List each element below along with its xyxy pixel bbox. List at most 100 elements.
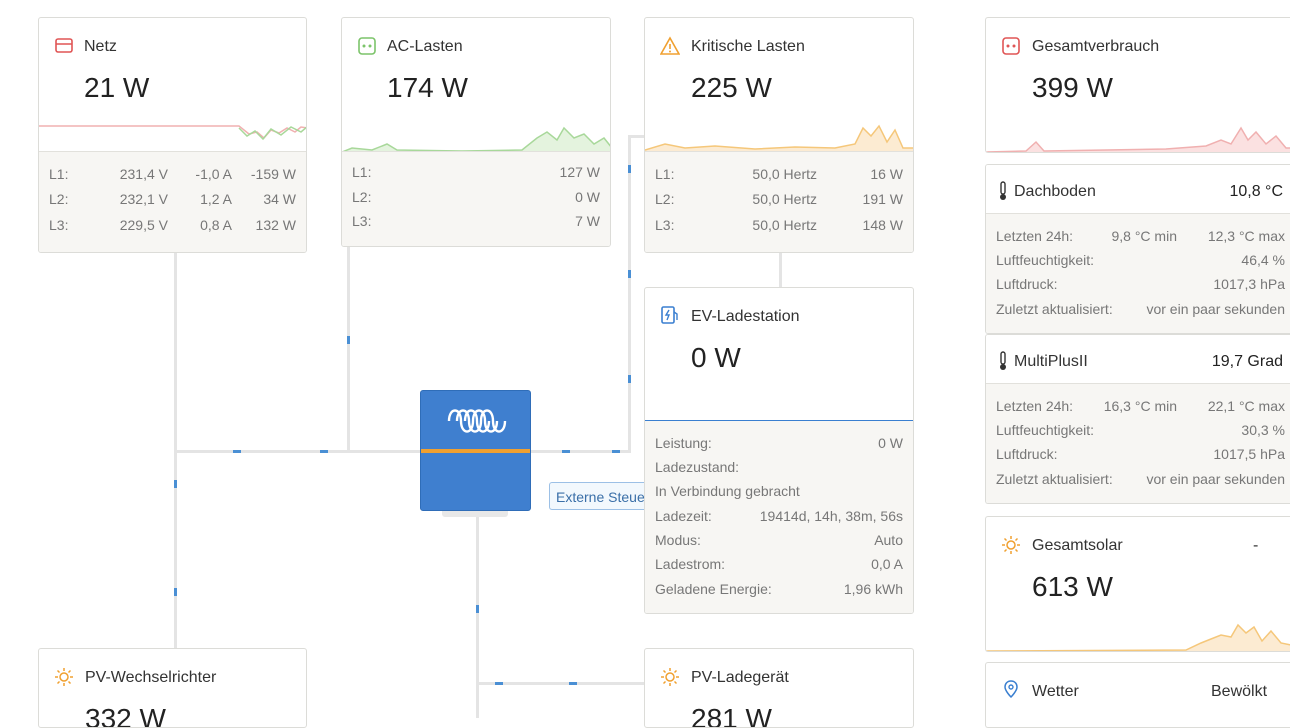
attic-row-24h: Letzten 24h: 9,8 °C min 12,3 °C max <box>996 228 1285 244</box>
multiplus-sensor-temperature: 19,7 Grad <box>1211 353 1283 370</box>
flow-dot <box>628 165 631 173</box>
ev-row-charge-time: Ladezeit: 19414d, 14h, 38m, 56s <box>655 508 903 524</box>
flow-dot <box>174 588 177 596</box>
total-consumption-sparkline <box>986 126 1290 152</box>
weather-title: Wetter <box>1032 683 1079 700</box>
weather-card[interactable]: Wetter Bewölkt <box>985 662 1290 728</box>
ac-loads-title: AC-Lasten <box>387 38 463 55</box>
thermometer-icon <box>1000 181 1006 200</box>
connector-bus <box>174 450 630 453</box>
multiplus-row-pressure: Luftdruck: 1017,5 hPa <box>996 446 1285 462</box>
sun-icon <box>1002 536 1020 554</box>
ev-charger-card[interactable]: EV-Ladestation 0 W Leistung: 0 W Ladezust… <box>644 287 914 614</box>
multiplus-row-updated: Zuletzt aktualisiert: vor ein paar sekund… <box>996 471 1285 487</box>
sun-icon <box>55 668 73 686</box>
grid-card[interactable]: Netz 21 W L1: 231,4 V -1,0 A -159 W L2: 232,… <box>38 17 307 253</box>
socket-icon <box>1002 37 1020 55</box>
multiplus-sensor-header: MultiPlusII 19,7 Grad <box>986 335 1290 384</box>
attic-sensor-card[interactable]: Dachboden 10,8 °C Letzten 24h: 9,8 °C min… <box>985 164 1290 334</box>
connector-critical-top <box>628 135 646 138</box>
inverter-device[interactable] <box>420 390 531 511</box>
ac-row-l2: L2: 0 W <box>352 189 600 205</box>
pv-charger-power: 281 W <box>691 703 772 728</box>
ac-row-l1: L1: 127 W <box>352 164 600 180</box>
ev-row-current: Ladestrom: 0,0 A <box>655 556 903 572</box>
ev-charger-title: EV-Ladestation <box>691 308 800 325</box>
critical-loads-table: L1: 50,0 Hertz 16 W L2: 50,0 Hertz 191 W L3:… <box>645 151 913 252</box>
critical-loads-sparkline <box>645 124 913 154</box>
flow-dot <box>562 450 570 453</box>
flow-dot <box>612 450 620 453</box>
attic-row-humidity: Luftfeuchtigkeit: 46,4 % <box>996 252 1285 268</box>
ev-row-mode: Modus: Auto <box>655 532 903 548</box>
critical-row-l2: L2: 50,0 Hertz 191 W <box>655 191 903 207</box>
warning-icon <box>660 36 680 55</box>
ac-loads-table: L1: 127 W L2: 0 W L3: 7 W <box>342 151 610 246</box>
total-consumption-card[interactable]: Gesamtverbrauch 399 W <box>985 17 1290 153</box>
pv-charger-card[interactable]: PV-Ladegerät 281 W <box>644 648 914 728</box>
external-control-tag[interactable]: Externe Steuerung <box>549 482 644 510</box>
ev-row-state: Ladezustand: <box>655 459 740 475</box>
ev-charger-table: Leistung: 0 W Ladezustand: In Verbindung … <box>645 421 913 613</box>
connector-ac <box>347 246 350 452</box>
grid-icon <box>55 38 73 53</box>
grid-row-l1: L1: 231,4 V -1,0 A -159 W <box>49 166 296 182</box>
pv-inverter-power: 332 W <box>85 703 166 728</box>
flow-dot <box>569 682 577 685</box>
multiplus-row-humidity: Luftfeuchtigkeit: 30,3 % <box>996 422 1285 438</box>
total-consumption-title: Gesamtverbrauch <box>1032 38 1160 55</box>
ev-row-energy: Geladene Energie: 1,96 kWh <box>655 581 903 597</box>
connector-ev <box>779 252 782 288</box>
attic-sensor-title: Dachboden <box>1014 183 1096 200</box>
thermometer-icon <box>1000 351 1006 370</box>
flow-dot <box>174 480 177 488</box>
pv-charger-title: PV-Ladegerät <box>691 669 789 686</box>
victron-logo-icon <box>447 409 507 433</box>
critical-row-l3: L3: 50,0 Hertz 148 W <box>655 217 903 233</box>
total-solar-sparkline <box>986 623 1290 651</box>
attic-row-pressure: Luftdruck: 1017,3 hPa <box>996 276 1285 292</box>
pv-inverter-card[interactable]: PV-Wechselrichter 332 W <box>38 648 307 728</box>
flow-dot <box>628 270 631 278</box>
critical-loads-power: 225 W <box>691 72 772 103</box>
multiplus-sensor-card[interactable]: MultiPlusII 19,7 Grad Letzten 24h: 16,3 °… <box>985 334 1290 504</box>
multiplus-sensor-title: MultiPlusII <box>1014 353 1088 370</box>
attic-sensor-temperature: 10,8 °C <box>1229 183 1283 200</box>
connector-pv <box>476 510 479 718</box>
critical-loads-title: Kritische Lasten <box>691 38 805 55</box>
multiplus-row-24h: Letzten 24h: 16,3 °C min 22,1 °C max <box>996 398 1285 414</box>
critical-loads-card[interactable]: Kritische Lasten 225 W L1: 50,0 Hertz 16 W… <box>644 17 914 253</box>
total-solar-card[interactable]: Gesamtsolar - 613 W <box>985 516 1290 652</box>
ev-charger-icon <box>661 306 678 324</box>
grid-title: Netz <box>84 38 117 55</box>
grid-row-l2: L2: 232,1 V 1,2 A 34 W <box>49 191 296 207</box>
flow-dot <box>320 450 328 453</box>
flow-dot <box>233 450 241 453</box>
attic-sensor-details: Letzten 24h: 9,8 °C min 12,3 °C max Luftfe… <box>986 214 1290 333</box>
pv-inverter-title: PV-Wechselrichter <box>85 669 217 686</box>
multiplus-sensor-details: Letzten 24h: 16,3 °C min 22,1 °C max Luftf… <box>986 384 1290 503</box>
ac-row-l3: L3: 7 W <box>352 213 600 229</box>
grid-sparkline <box>39 125 306 141</box>
connector-critical <box>628 135 631 453</box>
inverter-base <box>442 511 508 517</box>
ev-row-connected: In Verbindung gebracht <box>655 483 800 499</box>
grid-table: L1: 231,4 V -1,0 A -159 W L2: 232,1 V 1,2 A 34… <box>39 151 306 252</box>
total-solar-title: Gesamtsolar <box>1032 537 1123 554</box>
total-solar-power: 613 W <box>1032 571 1113 602</box>
flow-dot <box>628 375 631 383</box>
ac-loads-sparkline <box>342 126 610 154</box>
ac-loads-power: 174 W <box>387 72 468 103</box>
total-solar-status: - <box>1253 537 1259 554</box>
ev-charger-power: 0 W <box>691 342 741 373</box>
sun-icon <box>661 668 679 686</box>
flow-dot <box>495 682 503 685</box>
grid-power: 21 W <box>84 72 150 103</box>
inverter-stripe <box>421 449 530 453</box>
attic-sensor-header: Dachboden 10,8 °C <box>986 165 1290 214</box>
location-pin-icon <box>1004 680 1018 699</box>
attic-row-updated: Zuletzt aktualisiert: vor ein paar sekund… <box>996 301 1285 317</box>
ac-loads-card[interactable]: AC-Lasten 174 W L1: 127 W L2: 0 W L3: 7 W <box>341 17 611 247</box>
flow-dot <box>347 336 350 344</box>
external-control-label: Externe Steuerung <box>556 489 644 505</box>
